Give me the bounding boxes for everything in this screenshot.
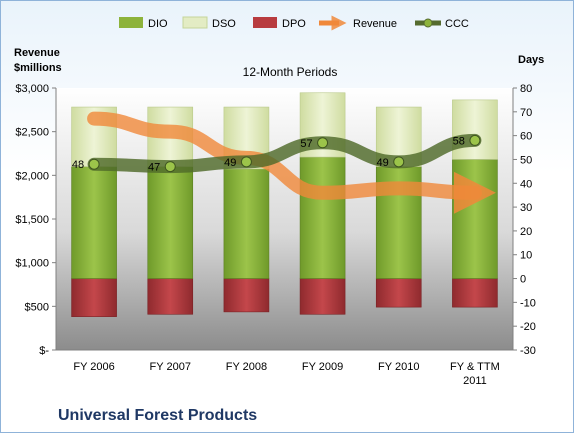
legend-item-ccc: CCC: [415, 18, 469, 30]
bar-dpo: [375, 278, 422, 308]
company-name: Universal Forest Products: [58, 407, 258, 424]
left-tick-label: $2,500: [15, 127, 49, 139]
x-tick-label: FY & TTM: [450, 361, 500, 373]
revenue-line: [87, 111, 496, 214]
bar-dpo: [299, 278, 346, 315]
ccc-point: [317, 137, 329, 149]
right-tick-label: 60: [520, 131, 532, 143]
legend-label-revenue: Revenue: [353, 18, 397, 30]
x-axis: FY 2006 FY 2007 FY 2008 FY 2009 FY 2010 FY & …: [56, 349, 513, 387]
right-tick-label: 40: [520, 178, 532, 190]
left-tick-label: $-: [39, 345, 49, 357]
right-tick-label: 80: [520, 83, 532, 95]
ccc-point: [88, 158, 100, 170]
bar-dio: [452, 159, 498, 279]
x-tick-label: FY 2009: [302, 361, 343, 373]
right-tick-label: -30: [520, 345, 536, 357]
left-tick-label: $1,000: [15, 258, 49, 270]
legend: DIO DSO DPO Revenue CCC: [119, 15, 469, 31]
legend-item-dso: DSO: [182, 16, 236, 30]
left-tick-label: $1,500: [15, 214, 49, 226]
legend-label-dso: DSO: [212, 18, 236, 30]
left-axis: $- $500 $1,000 $1,500 $2,000 $2,500 $3,000: [15, 83, 57, 357]
bar-dio: [71, 166, 117, 279]
bar-dpo: [223, 278, 270, 313]
legend-item-revenue: Revenue: [319, 15, 397, 31]
ccc-data-label: 57: [300, 138, 312, 150]
right-tick-label: 0: [520, 274, 526, 286]
bar-dpo: [71, 278, 117, 317]
legend-swatch-dso: [182, 16, 208, 29]
ccc-point: [164, 161, 176, 173]
legend-label-dio: DIO: [148, 18, 168, 30]
bar-dpo: [452, 278, 498, 308]
legend-item-dpo: DPO: [253, 17, 306, 30]
right-tick-label: 50: [520, 154, 532, 166]
legend-item-dio: DIO: [119, 17, 168, 30]
ccc-data-label: 47: [148, 162, 160, 174]
x-tick-label-line2: 2011: [463, 375, 487, 387]
x-tick-label: FY 2007: [150, 361, 191, 373]
right-tick-label: 20: [520, 226, 532, 238]
legend-marker-ccc: [423, 18, 433, 28]
left-axis-title-line2: $millions: [14, 62, 62, 74]
left-tick-label: $3,000: [15, 83, 49, 95]
ccc-data-label: 49: [224, 157, 236, 169]
ccc-data-label: 58: [453, 135, 465, 147]
ccc-data-label: 48: [72, 159, 84, 171]
legend-label-ccc: CCC: [445, 18, 469, 30]
revenue-layer: [87, 111, 496, 214]
bar-dio: [299, 156, 346, 279]
bar-dso: [452, 99, 498, 160]
x-tick-label: FY 2006: [73, 361, 114, 373]
chart-subtitle: 12-Month Periods: [243, 65, 338, 79]
right-tick-label: 10: [520, 250, 532, 262]
right-axis: -30 -20 -10 0 10 20 30 40 50 60 70 80: [512, 83, 536, 357]
bar-dpo: [147, 278, 194, 315]
legend-swatch-dio: [119, 17, 143, 28]
ccc-point: [240, 156, 252, 168]
bar-dio: [147, 166, 194, 279]
right-tick-label: -20: [520, 321, 536, 333]
x-tick-label: FY 2010: [378, 361, 419, 373]
left-tick-label: $500: [25, 301, 49, 313]
legend-swatch-dpo: [253, 17, 277, 28]
right-tick-label: 70: [520, 107, 532, 119]
legend-label-dpo: DPO: [282, 18, 306, 30]
ccc-layer: 48 47 49 57 49 58: [72, 133, 482, 174]
right-axis-title: Days: [518, 54, 544, 66]
left-axis-title-line1: Revenue: [14, 47, 60, 59]
ccc-point: [393, 156, 405, 168]
ccc-data-label: 49: [377, 157, 389, 169]
right-tick-label: -10: [520, 297, 536, 309]
ccc-point: [469, 134, 481, 146]
left-tick-label: $2,000: [15, 170, 49, 182]
right-tick-label: 30: [520, 202, 532, 214]
bar-dio: [223, 168, 270, 279]
x-tick-label: FY 2008: [226, 361, 267, 373]
